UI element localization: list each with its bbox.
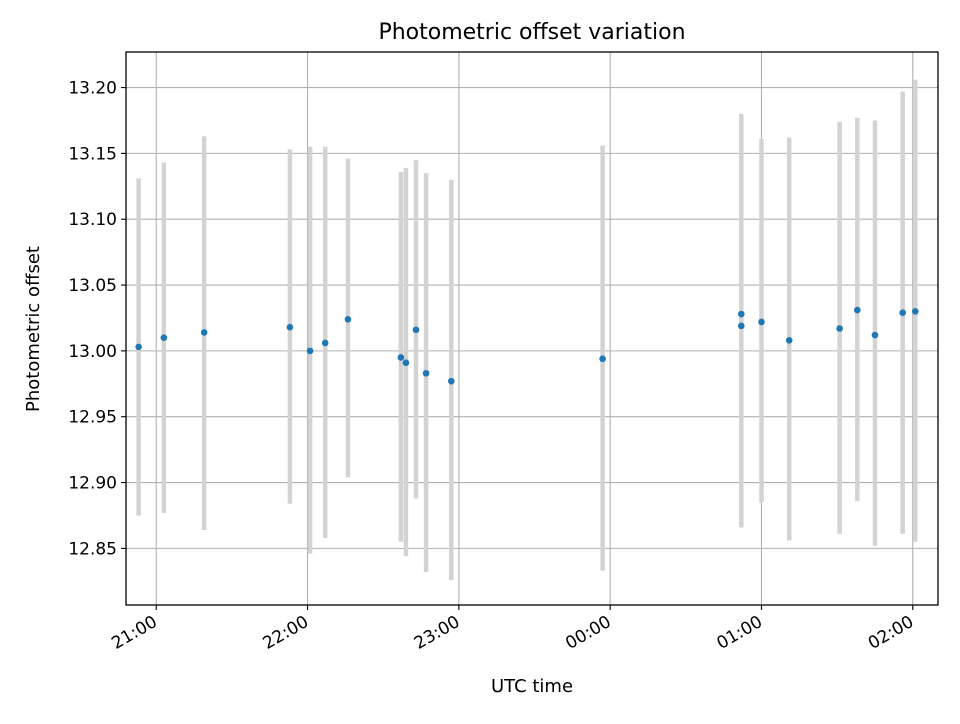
data-point bbox=[200, 329, 208, 336]
x-tick-label: 00:00 bbox=[562, 612, 614, 654]
data-point bbox=[785, 337, 793, 344]
y-tick-label: 13.10 bbox=[68, 210, 117, 230]
x-tick-label: 23:00 bbox=[411, 612, 463, 654]
data-point bbox=[448, 377, 455, 385]
data-point bbox=[758, 318, 765, 326]
x-axis-ticks: 21:00 22:00 23:00 00:00 01:00 02:00 bbox=[108, 605, 917, 654]
x-tick-label: 21:00 bbox=[108, 612, 160, 654]
data-point bbox=[899, 309, 906, 317]
data-point bbox=[871, 331, 879, 339]
data-point bbox=[738, 310, 745, 318]
y-axis-ticks: 12.85 12.90 12.95 13.00 13.05 13.10 13.15 13.20 bbox=[68, 79, 126, 559]
x-tick-label: 22:00 bbox=[260, 612, 312, 654]
data-point bbox=[599, 355, 606, 363]
plot-frame bbox=[125, 51, 939, 606]
y-tick-label: 12.95 bbox=[68, 408, 117, 428]
x-tick-label: 02:00 bbox=[865, 612, 917, 654]
y-tick-label: 13.00 bbox=[68, 342, 117, 362]
data-point bbox=[306, 347, 314, 355]
data-point bbox=[286, 323, 294, 331]
point-layer bbox=[135, 306, 919, 385]
y-axis-label: Photometric offset bbox=[23, 246, 44, 412]
y-tick-label: 12.90 bbox=[68, 474, 117, 494]
data-point bbox=[422, 369, 430, 377]
grid-layer bbox=[126, 52, 938, 605]
errorbar-layer bbox=[136, 79, 918, 580]
data-point bbox=[738, 322, 745, 330]
data-point bbox=[836, 325, 843, 332]
data-point bbox=[321, 339, 329, 347]
y-tick-label: 12.85 bbox=[68, 539, 117, 559]
data-point bbox=[412, 326, 420, 334]
x-axis-label: UTC time bbox=[491, 676, 573, 697]
x-tick-label: 01:00 bbox=[714, 612, 766, 654]
y-tick-label: 13.05 bbox=[68, 276, 117, 296]
y-tick-label: 13.20 bbox=[68, 79, 117, 99]
data-point bbox=[854, 306, 861, 314]
chart-title: Photometric offset variation bbox=[378, 20, 685, 45]
data-point bbox=[912, 308, 919, 315]
data-point bbox=[344, 315, 352, 323]
data-point bbox=[160, 334, 168, 342]
data-point bbox=[397, 354, 405, 361]
y-tick-label: 13.15 bbox=[68, 144, 117, 164]
data-point bbox=[402, 359, 410, 367]
data-point bbox=[135, 343, 142, 351]
